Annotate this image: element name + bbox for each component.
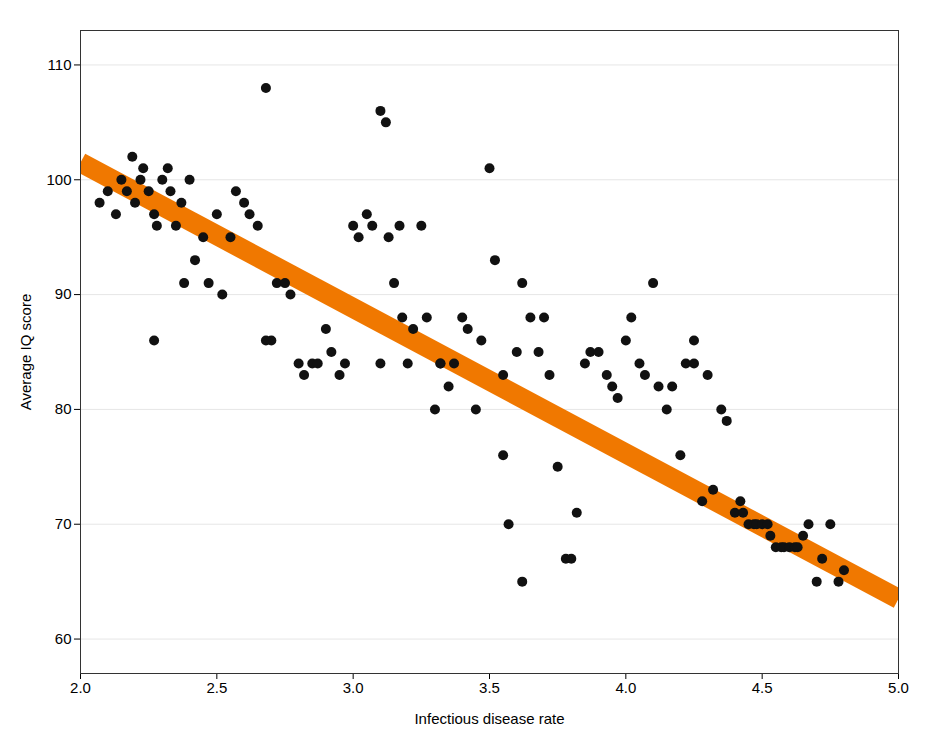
svg-text:3.5: 3.5 bbox=[479, 679, 500, 696]
svg-text:5.0: 5.0 bbox=[888, 679, 909, 696]
svg-text:Infectious disease rate: Infectious disease rate bbox=[414, 710, 564, 727]
svg-text:60: 60 bbox=[55, 630, 72, 647]
svg-text:80: 80 bbox=[55, 400, 72, 417]
svg-text:100: 100 bbox=[46, 171, 71, 188]
svg-text:70: 70 bbox=[55, 515, 72, 532]
svg-text:Average IQ score: Average IQ score bbox=[17, 294, 34, 410]
svg-text:4.0: 4.0 bbox=[615, 679, 636, 696]
svg-text:2.0: 2.0 bbox=[70, 679, 91, 696]
svg-text:90: 90 bbox=[55, 285, 72, 302]
svg-text:110: 110 bbox=[48, 56, 72, 73]
svg-text:4.5: 4.5 bbox=[752, 679, 773, 696]
svg-text:2.5: 2.5 bbox=[206, 679, 227, 696]
svg-text:3.0: 3.0 bbox=[343, 679, 364, 696]
